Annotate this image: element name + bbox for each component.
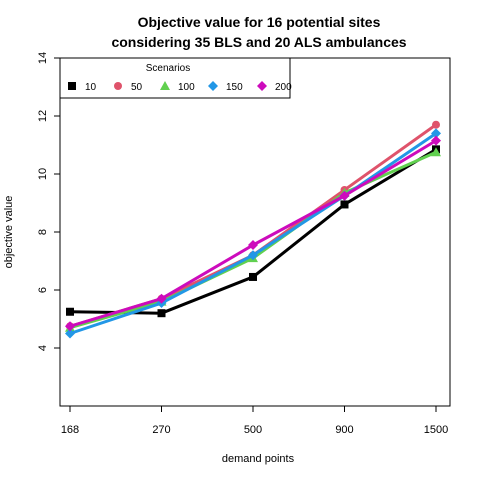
- y-tick-label: 14: [37, 52, 49, 64]
- y-tick-label: 8: [37, 229, 49, 235]
- data-point: [65, 321, 75, 332]
- data-point: [431, 135, 441, 146]
- legend-item-50: 50: [114, 82, 143, 93]
- series-line-50: [69, 123, 437, 328]
- legend-marker: [160, 81, 170, 90]
- series-200: [65, 135, 441, 332]
- legend-title: Scenarios: [146, 63, 190, 74]
- data-point: [65, 328, 75, 339]
- data-point: [339, 190, 350, 201]
- legend-marker: [114, 82, 122, 90]
- y-tick-label: 12: [37, 110, 49, 122]
- legend-marker: [208, 81, 218, 91]
- series-layer: [65, 120, 441, 339]
- y-tick-label: 6: [37, 287, 49, 293]
- data-point: [431, 147, 441, 157]
- chart-title-line-1: Objective value for 16 potential sites: [138, 14, 381, 30]
- data-point: [432, 120, 440, 129]
- x-axis: 168 270 500 900 1500: [61, 406, 448, 436]
- legend-item-200: 200: [257, 81, 292, 93]
- data-point: [248, 250, 258, 261]
- data-point: [340, 200, 349, 209]
- legend: Scenarios 10 50 100 150 200: [59, 57, 292, 99]
- x-tick-label: 1500: [424, 424, 448, 436]
- legend-label: 200: [275, 82, 292, 93]
- x-tick-label: 500: [244, 424, 262, 436]
- y-tick-label: 10: [37, 168, 49, 180]
- data-point: [156, 293, 167, 304]
- series-line-100: [69, 150, 437, 330]
- x-tick-label: 270: [152, 424, 170, 436]
- data-point: [249, 272, 257, 281]
- y-axis-label: objective value: [3, 196, 15, 269]
- data-point: [248, 240, 258, 251]
- data-point: [66, 307, 74, 316]
- legend-marker: [257, 81, 267, 91]
- legend-item-100: 100: [160, 81, 195, 93]
- legend-items: 10 50 100 150 200: [68, 81, 292, 93]
- x-axis-label: demand points: [222, 453, 295, 465]
- data-point: [431, 128, 441, 139]
- series-50: [66, 120, 440, 331]
- data-point: [157, 309, 166, 318]
- y-tick-label: 4: [37, 345, 49, 351]
- x-tick-label: 168: [61, 424, 79, 436]
- plot-frame: [59, 57, 451, 407]
- legend-label: 100: [178, 82, 195, 93]
- x-tick-label: 900: [335, 424, 353, 436]
- legend-box: [59, 57, 291, 99]
- series-line-200: [69, 139, 437, 328]
- y-axis: 4 6 8 10 12 14: [37, 52, 60, 351]
- series-100: [65, 147, 441, 332]
- legend-label: 150: [226, 82, 243, 93]
- chart-title-line-2: considering 35 BLS and 20 ALS ambulances: [111, 34, 406, 50]
- legend-marker: [68, 82, 76, 90]
- legend-item-10: 10: [68, 82, 97, 93]
- legend-label: 50: [131, 82, 143, 93]
- legend-label: 10: [85, 82, 97, 93]
- legend-item-150: 150: [208, 81, 243, 93]
